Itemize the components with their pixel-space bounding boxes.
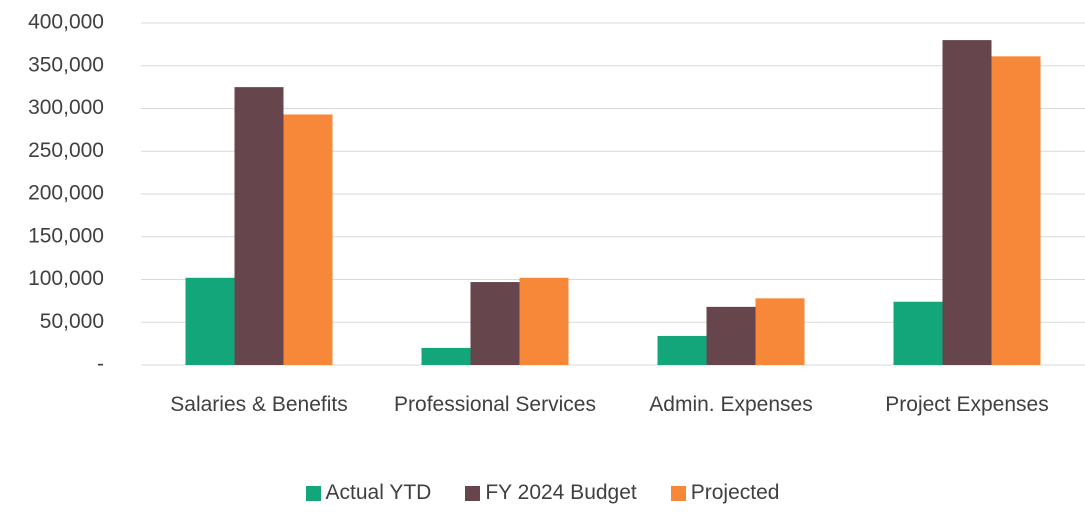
legend-item: Actual YTD [305, 481, 432, 505]
y-tick-label: 350,000 [28, 53, 104, 76]
legend-swatch [465, 485, 481, 501]
bar [755, 298, 805, 365]
bar [421, 347, 471, 365]
bar [185, 277, 235, 365]
y-tick-label: 400,000 [28, 11, 104, 34]
legend-label: Actual YTD [325, 481, 432, 504]
bar [657, 335, 707, 365]
legend: Actual YTD FY 2024 Budget Projected [0, 481, 1085, 505]
legend-label: FY 2024 Budget [485, 481, 637, 504]
legend-swatch [670, 485, 686, 501]
bar [706, 306, 756, 365]
y-tick-label: - [97, 353, 104, 376]
y-tick-label: 50,000 [40, 310, 104, 333]
bar [519, 277, 569, 365]
bar [234, 87, 284, 365]
legend-label: Projected [690, 481, 780, 504]
bar [991, 56, 1041, 365]
x-tick-label: Project Expenses [885, 393, 1049, 416]
y-tick-label: 100,000 [28, 267, 104, 290]
x-tick-label: Salaries & Benefits [170, 393, 348, 416]
bar [942, 40, 992, 365]
y-tick-label: 200,000 [28, 182, 104, 205]
bar [283, 114, 333, 365]
bar [893, 301, 943, 365]
legend-item: FY 2024 Budget [465, 481, 637, 505]
y-tick-label: 250,000 [28, 139, 104, 162]
x-tick-label: Professional Services [394, 393, 596, 416]
legend-swatch [305, 485, 321, 501]
bar [470, 282, 520, 365]
y-tick-label: 300,000 [28, 96, 104, 119]
legend-item: Projected [670, 481, 780, 505]
y-tick-label: 150,000 [28, 224, 104, 247]
x-tick-label: Admin. Expenses [649, 393, 813, 416]
